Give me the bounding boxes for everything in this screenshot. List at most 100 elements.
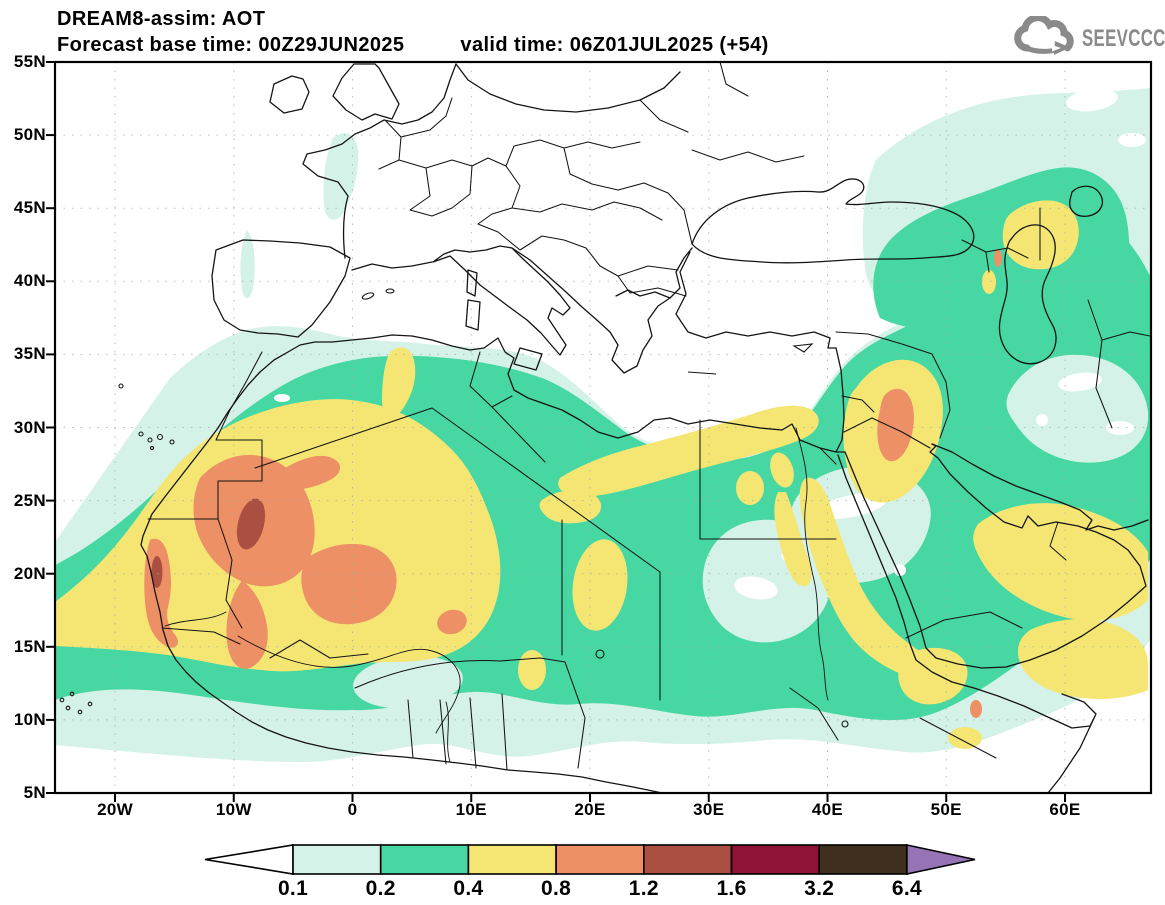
country-borders-part	[1049, 521, 1067, 561]
coastlines-part	[1069, 185, 1103, 217]
aot-04-08-caucasus-spot	[982, 270, 996, 294]
aot-low-spot	[734, 576, 778, 600]
aot-01-02-france-streak	[323, 133, 359, 220]
aot-04-08-libya-diagonal	[558, 405, 819, 497]
aot-04-08-sudan-spot	[736, 471, 764, 505]
country-borders-part	[501, 693, 508, 771]
forecast-base-time: Forecast base time: 00Z29JUN2025	[57, 34, 405, 56]
country-borders-part	[469, 697, 477, 769]
product-title: DREAM8-assim: AOT	[57, 8, 266, 30]
aot-low-spot	[1066, 88, 1118, 112]
cloud-arrow-icon	[1014, 16, 1074, 55]
country-borders-part	[1101, 331, 1150, 341]
lon-tick-label: 30E	[693, 800, 725, 819]
country-borders-part	[491, 406, 546, 463]
country-borders-part	[561, 201, 663, 221]
seevccc-logo: SEEVCCC	[1012, 16, 1165, 60]
coastlines-part	[837, 454, 1097, 793]
aot-08-12-caucasus-dash	[994, 249, 1002, 267]
aot-01-02-nigeria-patch	[353, 655, 463, 709]
country-borders-part	[431, 407, 661, 701]
coastlines-part	[465, 299, 481, 331]
colorbar-arrow-above-max	[906, 844, 976, 875]
country-borders-part	[477, 165, 521, 251]
country-borders-part	[161, 627, 241, 645]
lon-tick-label: 0	[347, 800, 358, 819]
valid-time: valid time: 06Z01JUL2025 (+54)	[460, 34, 769, 56]
country-borders-part	[617, 265, 679, 277]
rivers-and-islands-part	[149, 445, 155, 451]
rivers-and-islands-part	[361, 292, 375, 300]
lat-tick-label: 15N	[13, 636, 46, 656]
lon-tick-label: 40E	[811, 800, 844, 819]
country-borders-part	[519, 235, 565, 251]
country-borders-part	[269, 639, 369, 659]
country-borders-part	[719, 63, 749, 97]
coastlines-part	[931, 443, 1149, 531]
rivers-and-islands-part	[118, 383, 124, 389]
country-borders-part	[451, 165, 473, 209]
aot-01-02-iran-interior	[1006, 354, 1149, 463]
colorbar-tick-label: 0.2	[365, 877, 396, 900]
aot-04-08-chad-north	[539, 490, 602, 524]
coastlines-part	[792, 343, 814, 353]
country-borders-part	[511, 203, 563, 213]
coastlines-part	[455, 63, 681, 113]
aot-04-08-horn-spot	[948, 727, 982, 749]
rivers-and-islands-part	[59, 697, 65, 703]
country-borders-part	[215, 351, 263, 441]
aot-04-08-chad-central	[572, 539, 628, 631]
lat-tick-label: 50N	[13, 125, 46, 145]
coastlines-part	[511, 247, 671, 374]
arrow-head	[1054, 41, 1070, 55]
country-borders-part	[905, 611, 1023, 639]
rivers-and-islands-part	[237, 635, 461, 734]
country-borders-part	[919, 717, 997, 759]
country-borders-part	[354, 657, 566, 689]
lat-tick-label: 30N	[13, 417, 46, 437]
axis-ticks	[46, 61, 1066, 802]
aot-08-12-niger-spot	[437, 609, 467, 635]
rivers-and-islands-part	[795, 427, 829, 701]
coastlines-part	[844, 443, 1147, 669]
lat-tick-label: 10N	[13, 709, 46, 729]
colorbar-segment-1.2	[642, 844, 733, 875]
country-borders-part	[985, 251, 990, 273]
lat-tick-label: 25N	[13, 490, 46, 510]
country-borders-part	[699, 419, 837, 540]
country-borders-part	[407, 699, 414, 759]
rivers-and-islands-part	[77, 709, 83, 715]
aot-04-08-egypt-redsea	[770, 452, 794, 488]
country-borders-part	[445, 97, 453, 117]
colorbar-tick-label: 1.6	[716, 877, 747, 900]
colorbar-arrow-below-min	[204, 844, 294, 875]
aot-08-12-djibouti-spot	[970, 700, 982, 718]
country-borders-part	[439, 699, 447, 765]
aot-field-layer	[56, 63, 1150, 793]
coastlines-part	[332, 63, 400, 121]
rivers-and-islands-part	[147, 437, 153, 443]
country-borders-part	[819, 447, 837, 465]
rivers-and-islands-part	[385, 288, 395, 294]
country-borders-part	[691, 149, 805, 163]
aot-12-16-core-coastal	[151, 556, 163, 588]
coastlines-part	[669, 247, 837, 349]
country-borders-part	[254, 407, 433, 469]
colorbar-tick-label: 0.4	[453, 877, 484, 900]
country-borders-part	[843, 417, 931, 449]
coastlines-part	[513, 347, 543, 371]
lon-tick-label: 10W	[215, 800, 252, 819]
colorbar-segment-0.2	[379, 844, 470, 875]
aot-low-spot	[1036, 414, 1048, 426]
coastlines-part	[302, 63, 457, 259]
aot-04-08-arabian-sea	[1018, 618, 1148, 699]
aot-low-spot	[1118, 133, 1146, 147]
aot-low-spot	[585, 756, 695, 788]
rivers-and-islands	[59, 288, 849, 763]
colorbar	[204, 844, 976, 875]
lat-tick-label: 5N	[23, 783, 46, 802]
aot-08-12-iraq-core	[877, 388, 914, 462]
aot-12-16-core-west-sahara	[236, 498, 266, 550]
rivers-and-islands-part	[595, 649, 605, 659]
